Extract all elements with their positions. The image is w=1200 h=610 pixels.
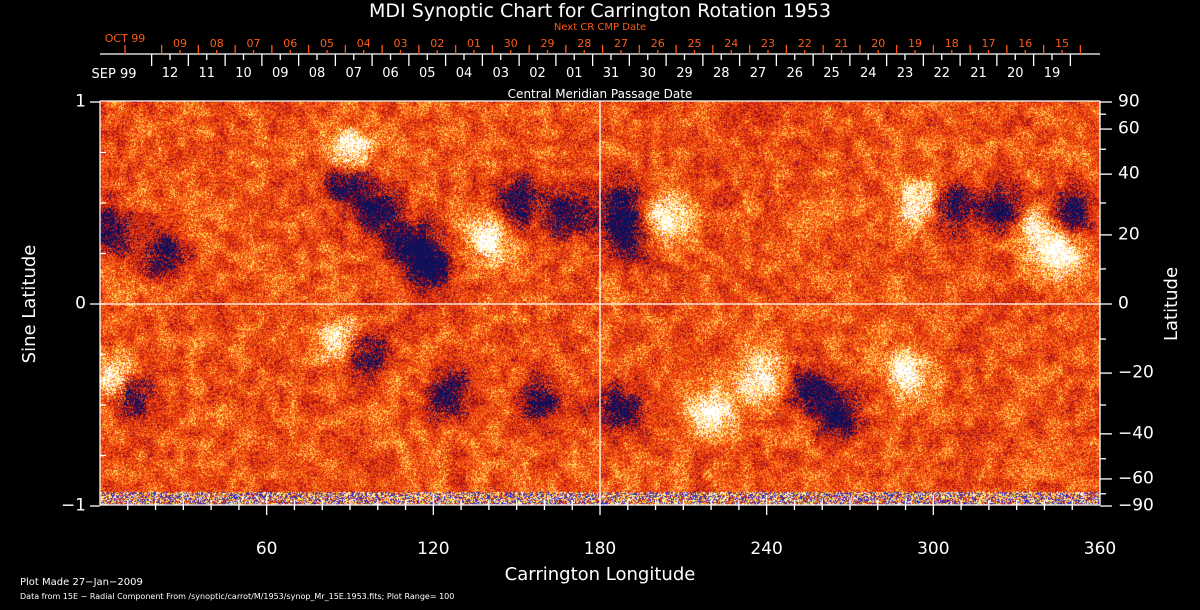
cmp-date-label: 05 [418,66,436,81]
next-cr-date-label: 03 [393,37,408,50]
plot-made-date: Plot Made 27−Jan−2009 [20,577,143,588]
next-cr-date-label: 24 [724,37,739,50]
y-right-tick-label: 20 [1118,224,1140,245]
next-cr-date-label: 25 [687,37,702,50]
y-left-tick-label: 1 [75,91,86,112]
x-tick-label: 300 [917,539,950,559]
x-tick-label: 240 [750,539,783,559]
top-axis-start-label: SEP 99 [91,67,137,82]
y-right-tick-label: 90 [1118,91,1140,112]
next-cr-date-label: 30 [503,37,518,50]
next-cr-date-label: 08 [209,37,224,50]
cmp-date-label: 03 [492,66,510,81]
cmp-date-label: 30 [639,66,657,81]
cmp-date-label: 19 [1043,66,1061,81]
chart-title: MDI Synoptic Chart for Carrington Rotati… [369,0,831,22]
next-cr-start-label: OCT 99 [104,32,146,45]
next-cr-date-label: 05 [320,37,334,50]
y-axis-left-label: Sine Latitude [19,244,40,364]
y-right-tick-label: 60 [1118,118,1140,139]
next-cr-date-label: 20 [871,37,886,50]
x-axis-label: Carrington Longitude [504,564,696,585]
cmp-date-label: 09 [271,66,289,81]
x-tick-label: 60 [255,539,278,559]
cmp-date-label: 06 [382,66,399,81]
next-cr-date-label: 27 [614,37,628,50]
next-cr-date-label: 09 [173,37,187,50]
cmp-date-label: 07 [345,66,363,81]
cmp-date-label: 21 [970,66,987,81]
cmp-date-label: 01 [565,66,583,81]
cmp-date-label: 27 [749,66,767,81]
x-tick-label: 360 [1083,539,1117,559]
cmp-date-label: 08 [308,66,326,81]
cmp-date-label: 25 [823,66,840,81]
data-source-note: Data from 15E − Radial Component From /s… [20,592,455,601]
next-cr-date-label: 21 [834,37,849,50]
cmp-date-label: 12 [161,66,179,81]
x-tick-label: 180 [583,539,617,559]
y-right-tick-label: −20 [1118,362,1154,383]
next-cr-date-label: 15 [1055,37,1069,50]
next-cr-date-label: 28 [577,37,592,50]
x-tick-label: 120 [417,539,450,559]
cmp-date-label: 31 [602,66,620,81]
y-right-tick-label: −60 [1118,468,1154,489]
cmp-date-label: 22 [933,66,951,81]
y-axis-right-label: Latitude [1161,266,1182,342]
cmp-date-label: 23 [896,66,914,81]
next-cr-date-label: 22 [797,37,812,50]
y-right-tick-label: 0 [1118,293,1129,314]
cmp-date-label: 11 [198,66,216,81]
cmp-date-label: 20 [1006,66,1024,81]
next-cr-date-label: 01 [467,37,481,50]
next-cr-date-label: 23 [761,37,775,50]
next-cr-date-label: 07 [246,37,261,50]
cmp-date-label: 02 [529,66,546,81]
next-cr-date-label: 16 [1018,37,1033,50]
cmp-date-label: 04 [455,66,473,81]
next-cr-date-label: 02 [430,37,445,50]
next-cr-date-label: 06 [283,37,298,50]
cmp-date-label: 26 [786,66,804,81]
y-right-tick-label: −40 [1118,423,1154,444]
y-left-tick-label: −1 [60,495,86,516]
next-cr-date-label: 04 [356,37,371,50]
next-cr-date-label: 26 [650,37,665,50]
y-right-tick-label: −90 [1118,495,1154,516]
next-cr-date-label: 18 [944,37,959,50]
next-cr-date-label: 19 [908,37,922,50]
next-cr-axis-label: Next CR CMP Date [553,22,647,33]
cmp-date-label: 10 [235,66,252,81]
cmp-date-label: 29 [676,66,693,81]
y-left-tick-label: 0 [75,293,86,314]
top-axis-label: Central Meridian Passage Date [507,87,693,101]
next-cr-date-label: 17 [981,37,996,50]
cmp-date-label: 28 [712,66,730,81]
y-right-tick-label: 40 [1118,163,1140,184]
cmp-date-label: 24 [859,66,877,81]
next-cr-date-label: 29 [540,37,555,50]
